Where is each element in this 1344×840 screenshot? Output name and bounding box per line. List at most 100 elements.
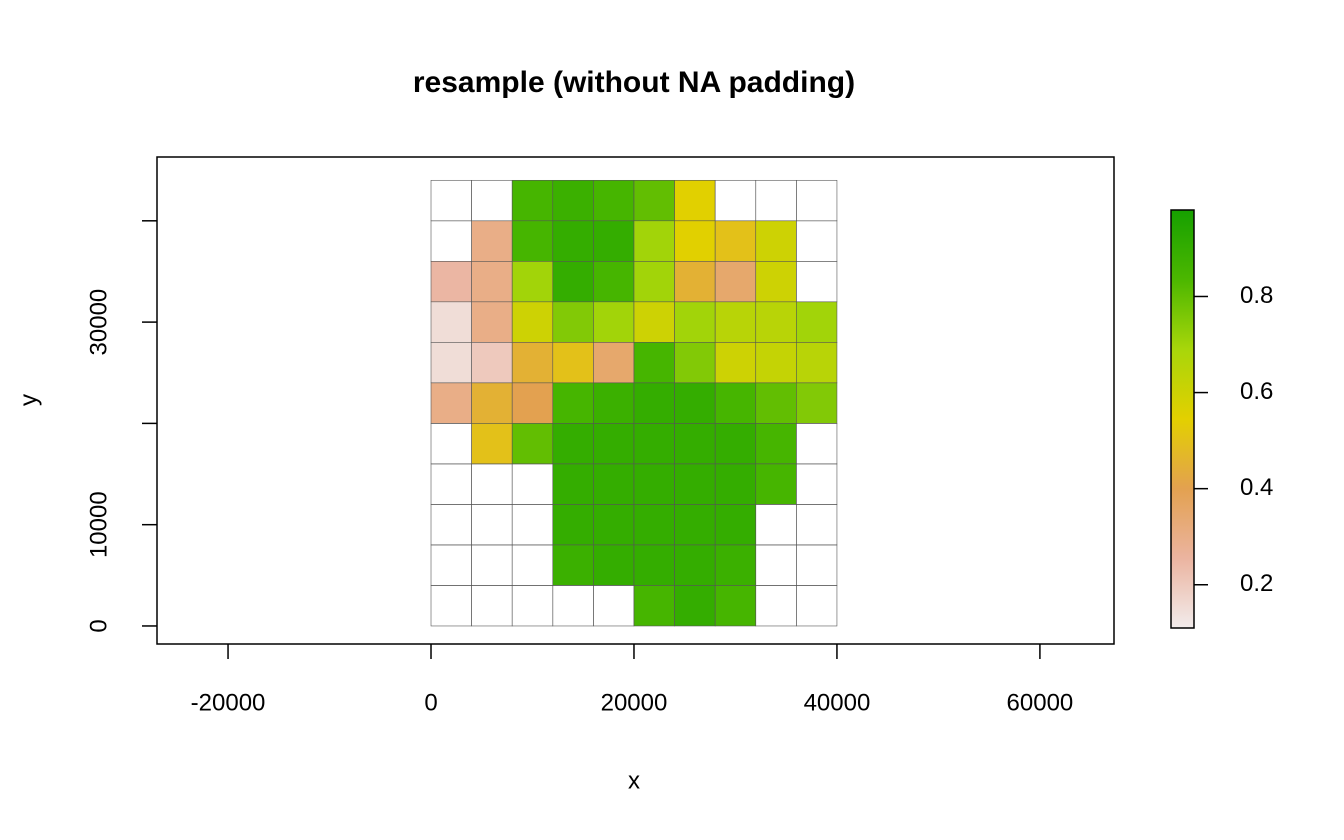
raster-cell — [593, 261, 635, 303]
empty-cell — [511, 544, 554, 586]
raster-cell — [714, 463, 757, 505]
raster-cell — [593, 382, 635, 424]
empty-cell — [471, 544, 513, 586]
empty-cell — [471, 504, 513, 546]
raster-cell — [633, 179, 675, 222]
raster-cell — [511, 301, 554, 343]
empty-cell — [755, 504, 797, 546]
empty-cell — [796, 179, 838, 222]
empty-cell — [796, 544, 838, 586]
raster-cell — [633, 301, 675, 343]
raster-cell — [430, 261, 472, 303]
raster-cell — [552, 179, 594, 222]
empty-cell — [796, 220, 838, 262]
empty-cell — [796, 423, 838, 465]
y-tick-label: 10000 — [85, 491, 112, 558]
empty-cell — [511, 504, 554, 546]
raster-cell — [593, 220, 635, 262]
raster-cell — [755, 382, 797, 424]
raster-cell — [552, 220, 594, 262]
raster-cell — [552, 544, 594, 586]
color-bar — [1170, 209, 1195, 629]
raster-cell — [755, 220, 797, 262]
x-tick-label: -20000 — [191, 689, 266, 716]
raster-cell — [471, 342, 513, 384]
raster-cell — [714, 220, 757, 262]
empty-cell — [593, 585, 635, 627]
color-bar-label: 0.6 — [1240, 378, 1273, 405]
raster-cell — [755, 301, 797, 343]
empty-cell — [755, 544, 797, 586]
chart-title: resample (without NA padding) — [413, 66, 855, 99]
x-axis-label: x — [628, 767, 640, 794]
plot-frame — [156, 156, 1115, 645]
raster-cell — [593, 423, 635, 465]
raster-cell — [430, 301, 472, 343]
raster-cell — [633, 544, 675, 586]
raster-cell — [593, 463, 635, 505]
raster-cell — [593, 342, 635, 384]
y-axis-label: y — [15, 394, 42, 406]
raster-cell — [714, 382, 757, 424]
raster-cell — [674, 504, 716, 546]
raster-cell — [796, 342, 838, 384]
raster-cell — [511, 220, 554, 262]
raster-cell — [552, 301, 594, 343]
empty-cell — [511, 463, 554, 505]
raster-cell — [674, 544, 716, 586]
raster-cell — [633, 382, 675, 424]
empty-cell — [796, 261, 838, 303]
raster-cell — [674, 463, 716, 505]
color-bar-label: 0.4 — [1240, 474, 1273, 501]
empty-cell — [796, 585, 838, 627]
raster-cell — [674, 220, 716, 262]
raster-cell — [593, 301, 635, 343]
raster-cell — [714, 544, 757, 586]
raster-cell — [674, 261, 716, 303]
raster-cell — [552, 342, 594, 384]
raster-cell — [633, 342, 675, 384]
empty-cell — [755, 585, 797, 627]
raster-cell — [633, 261, 675, 303]
empty-cell — [471, 179, 513, 222]
empty-cell — [430, 423, 472, 465]
raster-cell — [552, 504, 594, 546]
raster-cell — [633, 585, 675, 627]
empty-cell — [430, 544, 472, 586]
raster-cell — [674, 342, 716, 384]
empty-cell — [796, 463, 838, 505]
raster-cell — [552, 423, 594, 465]
y-tick-label: 0 — [85, 619, 112, 632]
raster-cell — [430, 342, 472, 384]
raster-cell — [633, 220, 675, 262]
empty-cell — [471, 585, 513, 627]
raster-cell — [511, 261, 554, 303]
raster-cell — [714, 585, 757, 627]
raster-cell — [511, 179, 554, 222]
empty-cell — [430, 585, 472, 627]
raster-cell — [552, 261, 594, 303]
raster-cell — [714, 301, 757, 343]
empty-cell — [430, 179, 472, 222]
empty-cell — [552, 585, 594, 627]
raster-cell — [714, 423, 757, 465]
raster-cell — [471, 301, 513, 343]
y-tick-label: 30000 — [85, 289, 112, 356]
x-tick-label: 0 — [424, 689, 437, 716]
raster-cell — [471, 261, 513, 303]
raster-cell — [633, 463, 675, 505]
raster-cell — [552, 382, 594, 424]
empty-cell — [714, 179, 757, 222]
x-tick-label: 40000 — [804, 689, 871, 716]
empty-cell — [511, 585, 554, 627]
raster-cell — [593, 179, 635, 222]
raster-cell — [796, 301, 838, 343]
raster-cell — [674, 179, 716, 222]
raster-cell — [674, 585, 716, 627]
raster-cell — [755, 261, 797, 303]
raster-cell — [511, 382, 554, 424]
raster-cell — [633, 504, 675, 546]
empty-cell — [430, 463, 472, 505]
